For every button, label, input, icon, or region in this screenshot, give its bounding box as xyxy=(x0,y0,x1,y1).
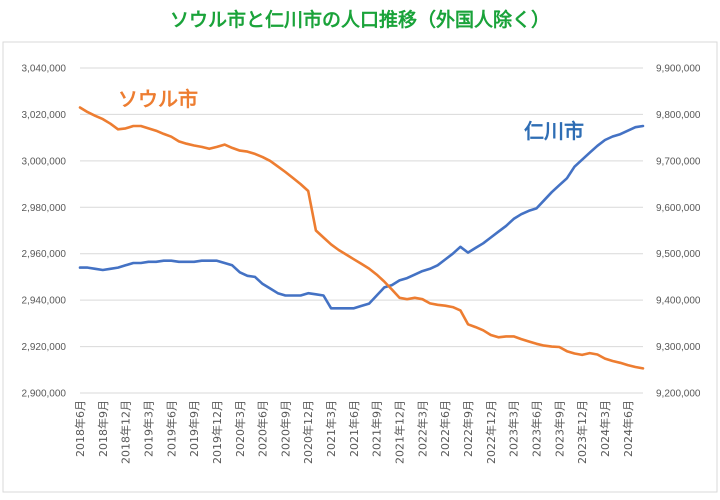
x-tick-label: 2019年3月 xyxy=(142,400,156,457)
series-label-seoul: ソウル市 xyxy=(118,87,198,111)
series-line-seoul xyxy=(78,106,645,370)
x-tick-label: 2019年12月 xyxy=(210,400,224,464)
x-tick-label: 2023年3月 xyxy=(507,400,521,457)
x-tick-label: 2022年3月 xyxy=(415,400,429,457)
right-y-tick-label: 9,300,000 xyxy=(656,342,701,353)
x-tick-label: 2021年6月 xyxy=(347,400,361,457)
x-tick-label: 2020年12月 xyxy=(301,400,315,464)
series-lines xyxy=(78,106,645,370)
x-tick-label: 2019年6月 xyxy=(164,400,178,457)
left-y-tick-label: 3,000,000 xyxy=(22,156,67,167)
chart-title: ソウル市と仁川市の人口推移（外国人除く） xyxy=(170,8,550,31)
x-tick-label: 2021年12月 xyxy=(393,400,407,464)
x-tick-label: 2022年6月 xyxy=(438,400,452,457)
left-y-tick-label: 2,940,000 xyxy=(22,296,67,307)
series-line-incheon xyxy=(78,124,645,310)
x-tick-label: 2018年6月 xyxy=(73,400,87,457)
right-y-tick-label: 9,700,000 xyxy=(656,156,701,167)
right-y-tick-label: 9,200,000 xyxy=(656,389,701,400)
x-tick-label: 2023年9月 xyxy=(552,400,566,457)
left-y-tick-label: 3,040,000 xyxy=(22,64,67,75)
right-y-tick-label: 9,800,000 xyxy=(656,110,701,121)
left-y-tick-label: 2,960,000 xyxy=(22,249,67,260)
x-tick-label: 2020年3月 xyxy=(233,400,247,457)
right-y-tick-label: 9,500,000 xyxy=(656,249,701,260)
x-axis-ticks: 2018年6月 2018年9月 2018年12月 2019年3月 2019年6月 2019… xyxy=(73,400,635,464)
left-y-axis-ticks: 2,900,000 2,920,000 2,940,000 2,960,000 2,98… xyxy=(22,64,67,400)
left-y-tick-label: 2,980,000 xyxy=(22,203,67,214)
right-y-tick-label: 9,400,000 xyxy=(656,296,701,307)
x-tick-label: 2021年3月 xyxy=(324,400,338,457)
x-tick-label: 2022年12月 xyxy=(484,400,498,464)
x-tick-label: 2023年12月 xyxy=(575,400,589,464)
x-tick-label: 2018年12月 xyxy=(119,400,133,464)
x-tick-label: 2019年9月 xyxy=(187,400,201,457)
right-y-tick-label: 9,600,000 xyxy=(656,203,701,214)
x-tick-label: 2020年6月 xyxy=(256,400,270,457)
left-y-tick-label: 2,920,000 xyxy=(22,342,67,353)
x-tick-label: 2022年9月 xyxy=(461,400,475,457)
x-tick-label: 2018年9月 xyxy=(96,400,110,457)
left-y-tick-label: 2,900,000 xyxy=(22,389,67,400)
x-tick-label: 2024年3月 xyxy=(598,400,612,457)
left-y-tick-label: 3,020,000 xyxy=(22,110,67,121)
x-tick-label: 2024年6月 xyxy=(621,400,635,457)
x-tick-label: 2021年9月 xyxy=(370,400,384,457)
right-y-axis-ticks: 9,200,000 9,300,000 9,400,000 9,500,000 9,60… xyxy=(656,64,701,400)
right-y-tick-label: 9,900,000 xyxy=(656,64,701,75)
series-label-incheon: 仁川市 xyxy=(524,119,584,143)
x-tick-label: 2023年6月 xyxy=(530,400,544,457)
x-tick-label: 2020年9月 xyxy=(278,400,292,457)
